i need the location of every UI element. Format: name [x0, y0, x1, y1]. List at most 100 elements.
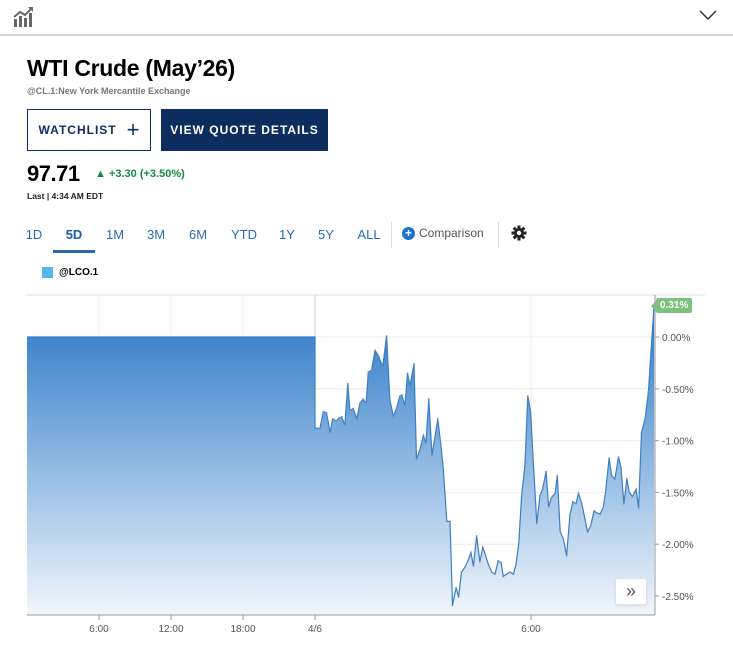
chart-growth-icon [12, 6, 34, 33]
tab-6m[interactable]: 6M [188, 227, 208, 242]
data-point [494, 573, 496, 576]
data-point [331, 417, 334, 420]
data-point [455, 586, 458, 589]
data-point [622, 502, 625, 505]
data-point [635, 488, 638, 491]
data-point [399, 395, 401, 397]
data-point [649, 357, 652, 360]
legend-swatch [42, 267, 53, 278]
data-point [457, 596, 460, 598]
data-point [604, 488, 607, 491]
data-point [608, 457, 611, 460]
data-point [445, 520, 448, 523]
data-point [497, 559, 500, 562]
data-point [329, 431, 332, 434]
data-point [637, 507, 640, 509]
data-point [436, 417, 439, 420]
data-point [547, 506, 550, 508]
data-point [472, 565, 475, 567]
data-point [625, 478, 628, 480]
data-point [584, 518, 586, 521]
data-point [322, 410, 325, 413]
tab-all[interactable]: ALL [357, 227, 381, 242]
data-point [362, 398, 365, 401]
data-point [467, 558, 470, 561]
tab-1y[interactable]: 1Y [279, 227, 295, 242]
data-point [602, 506, 605, 508]
watchlist-button[interactable]: WATCHLIST + [27, 109, 151, 151]
last-value-badge: 0.31% [650, 298, 693, 313]
data-point [620, 466, 622, 469]
data-point [517, 542, 520, 545]
comparison-button[interactable]: + Comparison [392, 222, 498, 240]
data-point [562, 538, 565, 540]
data-point [586, 530, 589, 533]
y-tick-label: -1.50% [662, 488, 694, 499]
data-point [349, 409, 351, 412]
data-point [460, 571, 463, 574]
data-point [377, 354, 380, 357]
view-quote-details-button[interactable]: VIEW QUOTE DETAILS [161, 109, 328, 151]
legend-label: @LCO.1 [59, 267, 99, 278]
chevron-down-icon[interactable] [699, 8, 717, 26]
data-point [422, 434, 425, 437]
tab-3m[interactable]: 3M [146, 227, 166, 242]
tab-1m[interactable]: 1M [105, 227, 125, 242]
data-point [431, 454, 433, 457]
tab-1d[interactable]: 1D [25, 227, 43, 242]
data-point [589, 524, 592, 527]
data-point [451, 604, 454, 607]
data-point [613, 478, 616, 480]
data-point [385, 335, 388, 337]
data-point [502, 575, 505, 578]
data-point [355, 417, 358, 420]
x-tick-label: 12:00 [158, 624, 183, 635]
data-point [374, 349, 377, 352]
data-point [370, 369, 373, 372]
last-time: Last | 4:34 AM EDT [27, 191, 104, 201]
data-point [617, 456, 620, 459]
comparison-label: Comparison [419, 226, 484, 240]
range-tabs: 1D 5D 1M 3M 6M YTD 1Y 5Y ALL + Compariso… [26, 222, 527, 253]
data-point [532, 459, 535, 462]
data-point [334, 420, 337, 422]
y-tick-label: -2.50% [662, 592, 694, 603]
data-point [541, 488, 544, 491]
data-point [487, 562, 490, 565]
price-change: ▲ +3.30 (+3.50%) [95, 168, 185, 180]
data-point [367, 371, 370, 374]
data-point [539, 494, 541, 497]
tab-5y[interactable]: 5Y [318, 227, 334, 242]
data-point [406, 372, 409, 375]
data-point [439, 441, 442, 444]
data-point [481, 546, 484, 549]
tab-ytd[interactable]: YTD [231, 227, 257, 242]
page-title: WTI Crude (May’26) [27, 55, 236, 81]
data-point [325, 411, 328, 414]
data-point [484, 552, 486, 555]
y-tick-label: -0.50% [662, 385, 694, 396]
data-point [343, 424, 346, 426]
data-point [580, 502, 583, 505]
expand-chart-button[interactable]: » [615, 578, 647, 605]
up-arrow-icon: ▲ [95, 168, 106, 180]
data-point [415, 458, 418, 461]
tab-5d[interactable]: 5D [53, 222, 95, 253]
data-point [469, 551, 472, 554]
last-price: 97.71 [27, 161, 80, 186]
data-point [599, 513, 602, 516]
data-point [596, 512, 599, 515]
divider [497, 222, 499, 248]
data-point [523, 464, 526, 467]
data-point [593, 510, 595, 512]
data-point [433, 436, 436, 439]
data-point [554, 492, 557, 495]
gear-icon[interactable] [499, 222, 527, 246]
change-value: +3.30 (+3.50%) [108, 168, 185, 180]
data-point [559, 530, 562, 533]
data-point [424, 442, 427, 445]
plus-icon: + [126, 117, 140, 142]
data-point [400, 394, 403, 396]
data-point [427, 398, 430, 401]
data-point [520, 494, 523, 497]
